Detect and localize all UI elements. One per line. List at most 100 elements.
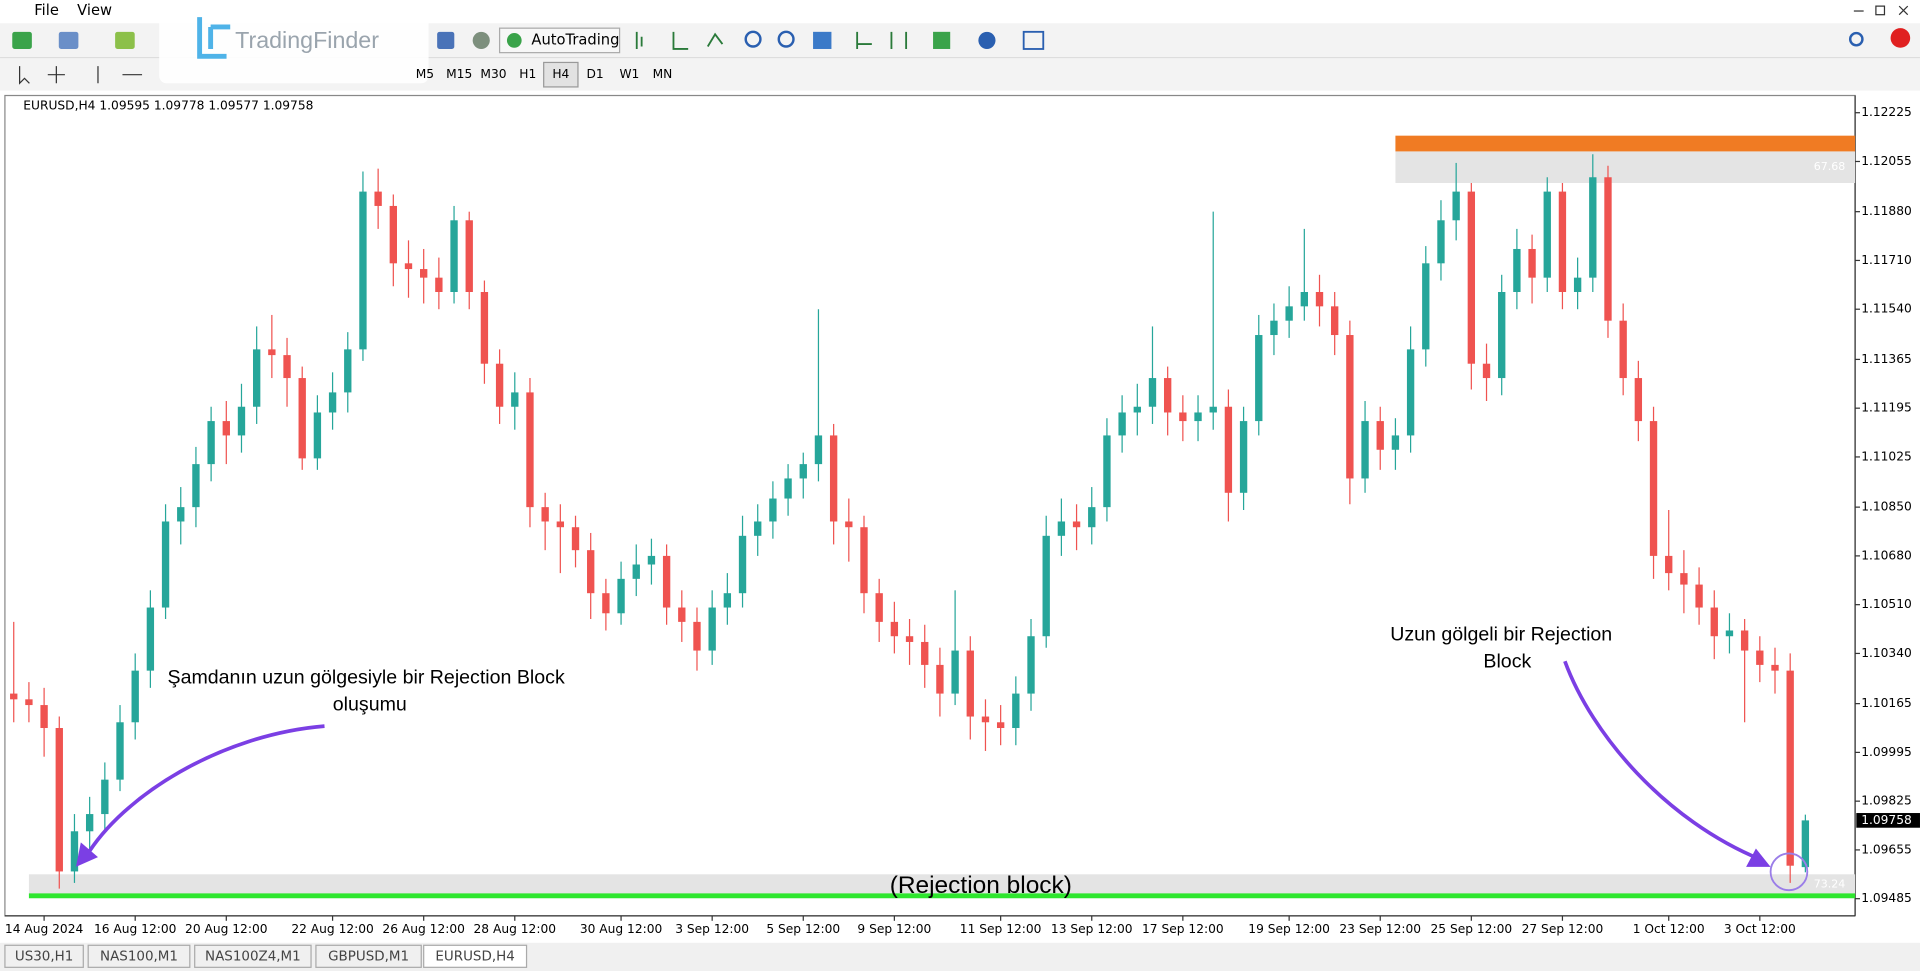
candle-body	[359, 191, 367, 350]
candle-body	[1528, 248, 1536, 278]
line-tools-icon[interactable]	[97, 66, 143, 84]
candle-body	[146, 607, 155, 671]
chart-type-icons[interactable]	[635, 31, 724, 50]
timeframe-button[interactable]: W1	[619, 67, 639, 81]
window-controls	[1853, 5, 1909, 16]
arrow	[84, 724, 325, 859]
candle-body	[1012, 693, 1020, 729]
notification-icon[interactable]	[1890, 28, 1911, 48]
x-tick-label: 11 Sep 12:00	[960, 922, 1042, 936]
candle-body	[1361, 421, 1369, 479]
cursor-icon[interactable]	[18, 66, 30, 85]
zones: 67.68 73.24	[28, 135, 1856, 899]
close-value: 1.09758	[263, 98, 314, 112]
tab[interactable]	[423, 944, 528, 968]
candle-body	[860, 527, 868, 594]
tab[interactable]	[87, 944, 191, 968]
zone	[1395, 135, 1856, 152]
zoom-in-icon[interactable]	[744, 30, 762, 48]
candle-body	[344, 349, 352, 393]
candle-body	[1801, 820, 1810, 868]
menu-item[interactable]: File	[34, 2, 59, 19]
annotation: oluşumu	[333, 693, 407, 715]
profiles-icon[interactable]	[58, 31, 79, 49]
candle-body	[1255, 335, 1263, 422]
timeframe-button[interactable]: H4	[552, 67, 569, 81]
tab-label[interactable]: GBPUSD,M1	[328, 949, 409, 964]
candle-body	[875, 593, 883, 622]
candle-body	[1148, 378, 1157, 407]
axes: 1.12225 1.12055 1.11880 1.11710 1.11540 1.113…	[5, 105, 1920, 936]
y-tick-label: 1.10510	[1861, 597, 1912, 611]
timeframe-button[interactable]: MN	[653, 67, 673, 81]
tab[interactable]	[194, 944, 312, 968]
tab[interactable]	[4, 944, 84, 968]
candle-body	[1498, 292, 1506, 379]
candle-body	[1725, 630, 1734, 637]
candle-body	[708, 607, 716, 651]
arrow-head	[75, 842, 98, 867]
annotation: Uzun gölgeli bir Rejection	[1390, 624, 1612, 646]
timeframe-button[interactable]: H1	[519, 67, 536, 81]
candle-body	[298, 378, 306, 459]
timeframe-button[interactable]: M30	[480, 67, 506, 81]
timeframe-button[interactable]: M15	[446, 67, 472, 81]
chart-header: EURUSD,H4 1.09595 1.09778 1.09577 1.0975…	[23, 98, 313, 112]
terminal-icon[interactable]	[472, 31, 490, 49]
candle-body	[571, 527, 580, 551]
editor-icon[interactable]	[437, 31, 455, 49]
candle-body	[602, 593, 610, 614]
indicators-icon[interactable]	[933, 31, 951, 49]
candle-body	[1513, 248, 1521, 293]
candle-body	[222, 421, 230, 436]
tab-label[interactable]: NAS100,M1	[100, 949, 178, 964]
x-tick-label: 30 Aug 12:00	[580, 922, 662, 936]
x-tick-label: 3 Sep 12:00	[675, 922, 749, 936]
templates-icon[interactable]	[1022, 30, 1045, 50]
close-button[interactable]	[1898, 5, 1909, 16]
candle-body	[1088, 507, 1096, 528]
new-chart-icon[interactable]	[12, 31, 32, 49]
y-tick-label: 1.10680	[1861, 548, 1912, 562]
logo: TradingFinder	[159, 0, 429, 84]
candle-body	[465, 220, 473, 293]
candle-body	[1179, 412, 1187, 422]
menu-item[interactable]: View	[77, 2, 112, 19]
candle-body	[1422, 263, 1430, 350]
periods-icon[interactable]	[978, 31, 996, 49]
candle-body	[632, 564, 640, 579]
candle-body	[1589, 177, 1597, 278]
x-tick-label: 25 Sep 12:00	[1431, 922, 1513, 936]
search-icon[interactable]	[1848, 31, 1864, 47]
autotrading-icon	[506, 33, 522, 48]
timeframe-button[interactable]: M5	[416, 67, 434, 81]
crosshair-icon[interactable]	[47, 66, 65, 84]
candle-body	[1558, 191, 1567, 293]
restore-button[interactable]	[1875, 5, 1886, 16]
autotrading-label[interactable]: AutoTrading	[531, 31, 619, 48]
candle-body	[1103, 435, 1111, 508]
candle-body	[1346, 335, 1354, 479]
candle-body	[981, 716, 990, 723]
candle-body	[70, 831, 79, 872]
candle-body	[556, 521, 565, 528]
candle-body	[1710, 607, 1718, 637]
timeframe-button[interactable]: D1	[587, 67, 604, 81]
candle-body	[1406, 349, 1415, 436]
tile-icon[interactable]	[813, 31, 832, 49]
y-tick-label: 1.09825	[1861, 794, 1912, 808]
x-tick-label: 16 Aug 12:00	[94, 922, 177, 936]
y-tick-label: 1.11025	[1861, 449, 1912, 463]
tab[interactable]	[315, 944, 422, 968]
current-price-box	[1856, 813, 1920, 828]
tab-label[interactable]: EURUSD,H4	[435, 949, 514, 964]
tab-label[interactable]: US30,H1	[15, 949, 73, 964]
tab-label[interactable]: NAS100Z4,M1	[205, 949, 301, 964]
zoom-out-icon[interactable]	[777, 30, 795, 48]
y-tick-label: 1.11880	[1861, 204, 1912, 218]
shift-icons[interactable]	[856, 31, 908, 49]
candle-body	[480, 292, 489, 364]
market-watch-icon[interactable]	[115, 31, 135, 49]
candle-body	[799, 464, 807, 479]
candle-body	[1695, 584, 1703, 608]
